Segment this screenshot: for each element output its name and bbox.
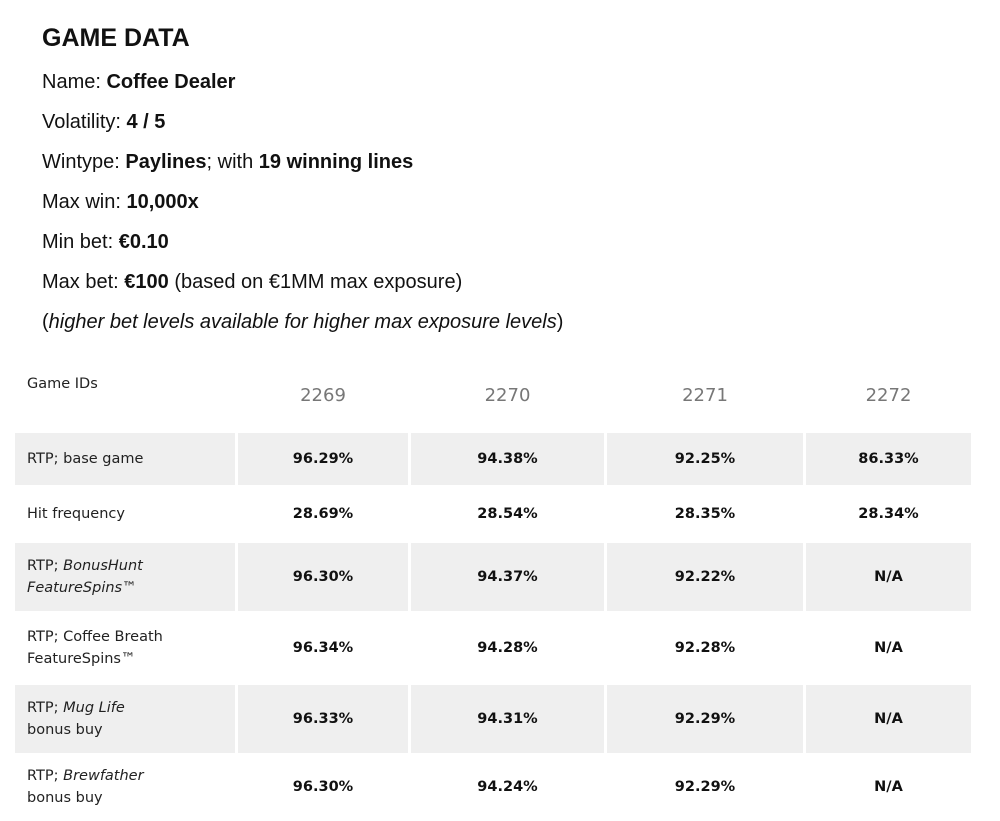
header-row: Game IDs 2269 2270 2271 2272 [15,360,971,430]
table-body: RTP; base game 96.29% 94.38% 92.25% 86.33% Hi… [15,433,971,818]
fact-line: Volatility: 4 / 5 [42,106,563,146]
text-segment: Brewfather [63,768,144,784]
text-segment: Mug Life [63,700,125,716]
text-segment: RTP; [27,768,64,784]
table-row: RTP; Coffee Breath FeatureSpins™ 96.34% 94.… [15,614,971,682]
text-segment: 10,000x [126,191,199,213]
column-header: 2271 [682,384,728,406]
facts: Name: Coffee Dealer Volatility: 4 / 5 Wint… [42,66,563,346]
cell-value: N/A [874,640,903,656]
label-line: RTP; Coffee Breath [27,626,223,648]
cell-value: 96.30% [238,543,408,611]
cell-value: 96.29% [238,433,408,485]
label-line: bonus buy [27,787,223,809]
text-segment: Wintype: [42,151,126,173]
cell-value: 92.22% [607,543,803,611]
fact-line: (higher bet levels available for higher … [42,306,563,346]
page: GAME DATA Name: Coffee Dealer Volatility:… [15,24,971,806]
table-row: Hit frequency 28.69% 28.54% 28.35% 28.34% [15,488,971,540]
text-segment: ) [556,311,564,333]
cell-value: 28.54% [477,506,538,522]
cell-value: 92.29% [607,685,803,753]
text-segment: Coffee Dealer [106,71,236,93]
title: GAME DATA [42,24,190,52]
row-label: Hit frequency [15,488,235,540]
column-header: 2270 [484,384,531,406]
text-segment: higher bet levels available for higher m… [48,311,557,333]
cell-value: 96.30% [292,779,354,795]
text-segment: Name: [42,71,107,93]
text-segment: Max bet: [42,271,125,293]
table-row: RTP; Brewfather bonus buy 96.30% 94.24% 92.2… [15,756,971,818]
cell-value: 94.37% [411,543,604,611]
fact-line: Max win: 10,000x [42,186,563,226]
cell-value: N/A [874,779,903,795]
label-line: RTP; BonusHunt [27,555,223,577]
text-segment: €100 [124,271,169,293]
cell-value: 94.31% [411,685,604,753]
text-segment: (based on €1MM max exposure) [168,271,463,293]
text-segment: RTP; [27,700,64,716]
label-line: FeatureSpins™ [27,648,223,670]
cell-value: 28.69% [292,506,354,522]
text-segment: 19 winning lines [258,151,414,173]
text-segment: Max win: [42,191,127,213]
text-segment: bonus buy [27,722,103,738]
label-line: RTP; base game [27,448,223,470]
table-row: RTP; Mug Life bonus buy 96.33% 94.31% 92.29%… [15,685,971,753]
cell-value: 96.33% [238,685,408,753]
fact-line: Max bet: €100 (based on €1MM max exposur… [42,266,563,306]
column-header: 2269 [300,384,346,406]
table-row: RTP; BonusHunt FeatureSpins™ 96.30% 94.37% 9… [15,543,971,611]
label-line: RTP; Mug Life [27,697,223,719]
fact-line: Name: Coffee Dealer [42,66,563,106]
fact-line: Min bet: €0.10 [42,226,563,266]
text-segment: RTP; Coffee Breath [27,629,163,645]
row-label: RTP; Coffee Breath FeatureSpins™ [15,614,235,682]
cell-value: N/A [806,543,971,611]
text-segment: Volatility: [42,111,127,133]
label-line: Hit frequency [27,503,223,525]
cell-value: 92.29% [674,779,736,795]
text-segment: FeatureSpins™ [27,651,136,667]
text-segment: Paylines [125,151,207,173]
column-header: Game IDs [27,376,98,392]
fact-line: Wintype: Paylines; with 19 winning lines [42,146,563,186]
row-label: RTP; BonusHunt FeatureSpins™ [15,543,235,611]
text-segment: 4 / 5 [126,111,166,133]
text-segment: ; with [206,151,259,173]
cell-value: 94.28% [477,640,538,656]
row-label: RTP; base game [15,433,235,485]
game-table: Game IDs 2269 2270 2271 2272 RTP; base game 9… [12,357,974,821]
cell-value: 94.38% [411,433,604,485]
text-segment: FeatureSpins™ [27,580,137,596]
text-segment: bonus buy [27,790,103,806]
row-label: RTP; Mug Life bonus buy [15,685,235,753]
text-segment: BonusHunt [63,558,143,574]
cell-value: 28.34% [858,506,919,522]
row-label: RTP; Brewfather bonus buy [15,756,235,818]
text-segment: Hit frequency [27,506,125,522]
cell-value: 92.28% [674,640,736,656]
cell-value: 94.24% [477,779,538,795]
cell-value: 86.33% [806,433,971,485]
text-segment: RTP; [27,558,64,574]
column-header: 2272 [865,384,912,406]
label-line: bonus buy [27,719,223,741]
text-segment: €0.10 [118,231,169,253]
text-segment: RTP; base game [27,451,144,467]
label-line: FeatureSpins™ [27,577,223,599]
cell-value: N/A [806,685,971,753]
text-segment: ( [42,311,49,333]
cell-value: 28.35% [674,506,736,522]
cell-value: 92.25% [607,433,803,485]
text-segment: Min bet: [42,231,119,253]
label-line: RTP; Brewfather [27,765,223,787]
table-row: RTP; base game 96.29% 94.38% 92.25% 86.33% [15,433,971,485]
cell-value: 96.34% [292,640,354,656]
